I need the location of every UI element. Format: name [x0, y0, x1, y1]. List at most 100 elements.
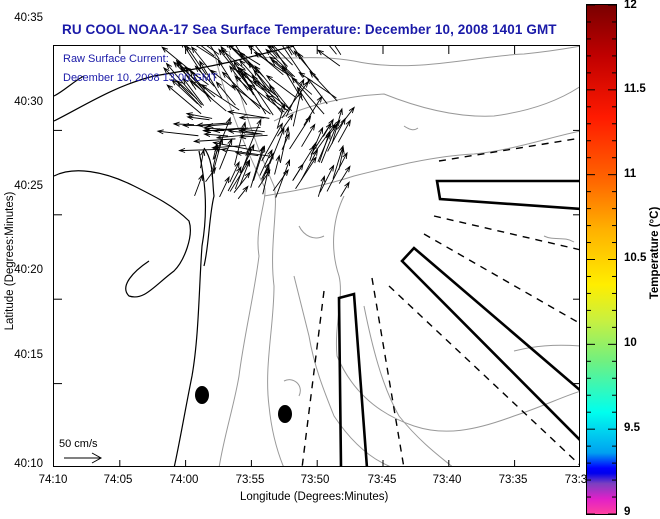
current-vector-arrow: [282, 46, 305, 78]
x-axis-label: Longitude (Degrees:Minutes): [240, 491, 389, 503]
lease-area-polygon: [400, 246, 579, 441]
current-vector-arrow: [229, 160, 240, 183]
x-tick-label: 73:40: [432, 474, 462, 486]
current-vector-arrow: [253, 51, 290, 76]
current-vector-arrow: [229, 46, 258, 71]
current-vector-arrow: [234, 146, 251, 190]
current-vector-arrow: [281, 132, 290, 151]
current-vector-arrow: [272, 168, 289, 192]
current-vector-arrow: [261, 122, 283, 162]
current-vector-arrow: [195, 122, 233, 128]
coastline-segment: [203, 147, 215, 267]
current-vector-arrow: [317, 175, 326, 197]
current-vector-arrow: [189, 69, 212, 102]
current-vector-arrow: [292, 46, 301, 57]
current-vector-arrow: [219, 175, 230, 198]
current-vector-arrow: [182, 122, 211, 128]
current-vector-arrow: [190, 46, 217, 79]
current-vector-arrow: [233, 171, 251, 193]
current-vector-arrow: [156, 129, 199, 137]
current-vector-arrow: [192, 138, 236, 144]
current-vector-arrow: [274, 154, 281, 175]
axis-ticks: [54, 46, 579, 466]
bathymetry-contour: [213, 50, 266, 466]
coastline-segment: [173, 150, 207, 466]
current-vector-arrow: [171, 78, 199, 105]
current-vector-arrow: [322, 118, 334, 137]
current-vector-arrow: [210, 46, 220, 60]
x-tick-label: 73:3: [564, 474, 588, 486]
x-tick-label: 74:10: [38, 474, 68, 486]
shipping-lane-line: [433, 215, 579, 251]
current-vector-arrow: [215, 81, 236, 106]
map-plot-area[interactable]: [53, 45, 580, 467]
bathymetry-contours: [213, 46, 579, 466]
current-label: Raw Surface Current:: [63, 53, 169, 65]
current-vector-arrow: [289, 115, 312, 150]
bathymetry-contour: [543, 235, 575, 243]
current-vector-arrow: [182, 77, 204, 106]
current-vector-arrow: [286, 46, 293, 56]
current-vector-arrow: [237, 185, 249, 200]
current-vector-arrow: [301, 123, 316, 147]
x-tick-label: 73:35: [498, 474, 528, 486]
current-vector-arrow: [287, 46, 295, 55]
current-vector-arrow: [319, 164, 335, 193]
current-vector-arrow: [186, 115, 210, 121]
current-vector-arrow: [269, 127, 285, 165]
current-vector-arrow: [270, 59, 313, 95]
current-vector-arrow: [235, 46, 244, 59]
x-tick-label: 73:45: [367, 474, 397, 486]
shipping-lanes: [301, 137, 579, 466]
bathymetry-contour: [273, 86, 579, 122]
current-vector-arrow: [254, 65, 289, 109]
current-vector-arrow: [234, 150, 259, 157]
current-vector-arrow: [238, 115, 265, 121]
shipping-lane-line: [423, 233, 579, 324]
current-vector-arrow: [265, 48, 296, 78]
station-marker: [195, 386, 209, 404]
bathymetry-contour: [293, 275, 391, 466]
current-vector-arrow: [175, 80, 198, 100]
scale-vector-label: 50 cm/s: [59, 438, 98, 450]
current-vector-arrow: [292, 90, 303, 127]
shipping-lane-line: [301, 290, 325, 466]
coastline: [54, 46, 295, 466]
coastline-segment: [54, 170, 191, 298]
current-vector-arrow: [313, 123, 336, 155]
bathymetry-contour: [283, 379, 301, 397]
colorbar-ticks: [586, 4, 617, 515]
lease-area-polygon: [435, 179, 579, 211]
current-vector-arrow: [338, 165, 351, 184]
bathymetry-contour: [228, 50, 284, 466]
current-timestamp: December 10, 2008 13:00 GMT: [63, 72, 218, 84]
current-vector-arrow: [166, 84, 202, 115]
scale-arrow-icon: [64, 452, 103, 464]
current-vector-arrow: [329, 46, 337, 55]
current-vector-arrow: [318, 129, 331, 163]
current-vector-arrow: [268, 46, 288, 67]
current-vector-arrow: [226, 110, 270, 119]
colorbar-label: Temperature (°C): [649, 206, 660, 300]
current-vector-arrow: [203, 127, 244, 133]
current-vectors: [156, 46, 355, 200]
current-vector-arrow: [276, 103, 286, 129]
bathymetry-contour: [263, 130, 579, 197]
current-vector-arrow: [285, 78, 305, 117]
bathymetry-contour: [253, 46, 579, 67]
y-tick-label: 40:10: [14, 458, 43, 470]
current-vector-arrow: [265, 74, 296, 98]
current-vector-arrow: [184, 66, 209, 86]
current-vector-arrow: [253, 145, 266, 181]
shipping-lane-line: [438, 137, 579, 162]
y-tick-label: 40:30: [14, 96, 43, 108]
current-vector-arrow: [227, 165, 242, 192]
current-vector-arrow: [340, 181, 350, 197]
shipping-lane-line: [371, 277, 405, 466]
y-tick-label: 40:35: [14, 12, 43, 24]
current-vector-arrow: [229, 65, 249, 91]
bathymetry-contour: [513, 344, 579, 352]
current-vector-arrow: [337, 119, 351, 143]
current-vector-arrow: [172, 61, 203, 92]
current-vector-arrow: [172, 121, 195, 127]
